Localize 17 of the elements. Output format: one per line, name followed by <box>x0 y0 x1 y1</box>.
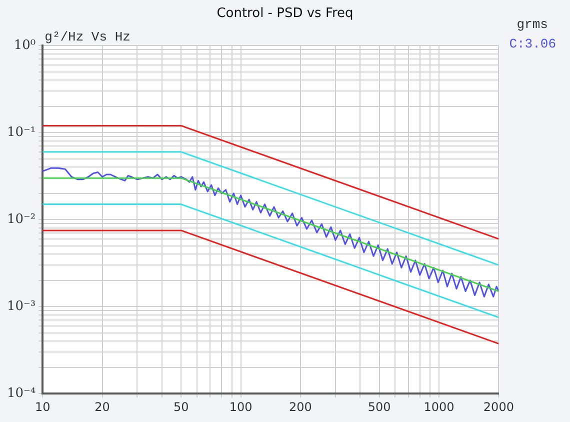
y-tick-label: 10⁰ <box>14 38 36 53</box>
x-tick-label: 500 <box>368 400 391 414</box>
chart-title: Control - PSD vs Freq <box>216 6 354 22</box>
text: C:3.06 <box>509 36 556 52</box>
y-tick-label: 10⁻¹ <box>6 124 36 140</box>
y-tick-label: 10⁻³ <box>6 298 36 314</box>
x-tick-label: 10 <box>34 400 50 414</box>
x-tick-label: 1000 <box>424 400 454 414</box>
x-tick-label: 20 <box>94 400 110 414</box>
y-tick-label: 10⁻² <box>6 212 36 227</box>
x-tick-label: 2000 <box>483 400 514 414</box>
x-tick-label: 100 <box>229 400 252 414</box>
y-tick-label: 10⁻⁴ <box>6 386 36 401</box>
x-tick-label: 200 <box>289 400 312 414</box>
x-tick-label: 50 <box>174 400 189 414</box>
y-axis-title: g²/Hz Vs Hz <box>44 30 130 45</box>
legend-title: grms <box>516 16 548 32</box>
